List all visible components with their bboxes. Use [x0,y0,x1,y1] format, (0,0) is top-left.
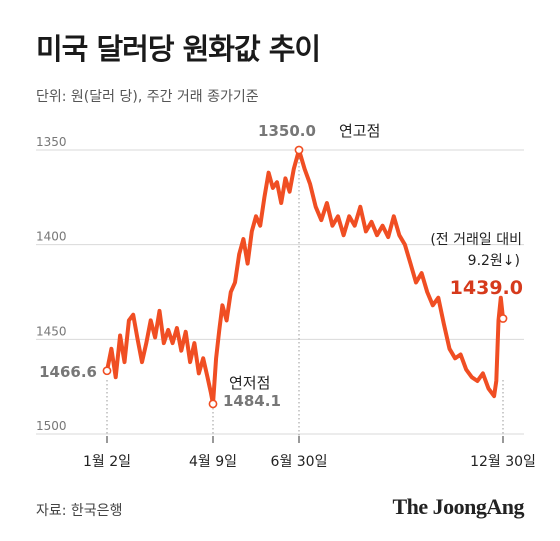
y-tick-label: 1500 [36,419,67,433]
end-change-label: (전 거래일 대비 [430,232,522,248]
x-tick-label: 12월 30일 [470,454,536,470]
chart-title: 미국 달러당 원화값 추이 [36,32,321,66]
start-value-label: 1466.6 [39,363,97,381]
low-value-label: 1484.1 [223,392,281,410]
low-marker [208,399,218,409]
y-tick-label: 1350 [36,135,67,149]
x-tick-label: 1월 2일 [83,454,131,470]
low-label: 연저점 [229,374,270,392]
x-tick-label: 4월 9일 [189,454,237,470]
end-value-label: 1439.0 [450,277,523,299]
start-marker [102,366,112,376]
end-marker [498,314,508,323]
y-tick-label: 1450 [36,324,67,338]
publisher-logo: The JoongAng [392,494,524,519]
end-change-label: 9.2원↓) [468,253,520,269]
series-line [105,148,505,406]
chart-subtitle: 단위: 원(달러 당), 주간 거래 종가기준 [36,89,259,105]
x-tick-label: 6월 30일 [271,454,328,470]
high-label: 연고점 [339,122,380,140]
high-value-label: 1350.0 [258,122,316,140]
y-tick-label: 1400 [36,230,67,244]
high-marker [294,145,304,155]
source-note: 자료: 한국은행 [36,503,123,519]
